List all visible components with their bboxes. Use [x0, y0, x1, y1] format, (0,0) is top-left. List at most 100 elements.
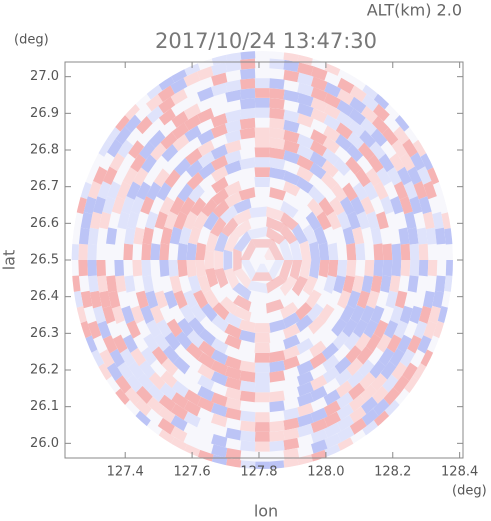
texture-cell: [336, 110, 354, 128]
texture-cell: [98, 290, 111, 309]
texture-cell: [183, 444, 201, 460]
texture-cell: [358, 142, 375, 161]
texture-cell: [382, 260, 393, 277]
texture-cell: [283, 417, 300, 431]
texture-cell: [254, 422, 270, 432]
texture-cell: [347, 211, 361, 230]
texture-cell: [224, 180, 242, 197]
y-tick-label: 26.0: [30, 436, 59, 451]
texture-cell: [310, 107, 328, 124]
texture-cell: [289, 239, 303, 260]
texture-cell: [376, 211, 389, 230]
texture-cell: [239, 117, 256, 130]
texture-cell: [416, 227, 428, 245]
texture-cell: [266, 216, 286, 233]
texture-cell: [367, 154, 384, 173]
texture-cell: [239, 97, 256, 110]
texture-cell: [382, 374, 399, 393]
texture-cell: [310, 139, 328, 157]
texture-cell: [145, 211, 159, 230]
texture-cell: [240, 68, 256, 80]
texture-cell: [283, 109, 300, 123]
texture-cell: [187, 275, 202, 294]
texture-cell: [132, 167, 149, 187]
texture-cell: [308, 316, 326, 335]
texture-cell: [283, 139, 300, 154]
texture-cell: [360, 117, 378, 136]
texture-cell: [96, 363, 112, 382]
texture-cell: [232, 208, 252, 226]
texture-cell: [183, 71, 201, 87]
texture-cell: [225, 447, 242, 461]
x-tick-label: 127.8: [240, 465, 277, 480]
texture-cell: [113, 388, 130, 407]
texture-cell: [80, 290, 93, 309]
x-axis-label: lon: [254, 502, 278, 521]
texture-cell: [158, 394, 176, 412]
texture-cell: [254, 382, 270, 393]
texture-cell: [418, 243, 429, 260]
texture-cell: [183, 210, 198, 230]
texture-cell: [279, 223, 298, 245]
texture-cell: [240, 260, 256, 281]
texture-cell: [116, 181, 131, 200]
texture-cell: [361, 93, 379, 112]
texture-cell: [224, 149, 242, 165]
texture-cell: [183, 411, 201, 428]
texture-cell: [297, 413, 314, 428]
texture-cell: [186, 242, 197, 260]
texture-cell: [150, 243, 161, 260]
texture-cell: [324, 81, 342, 98]
texture-cell: [240, 239, 256, 260]
texture-cell: [225, 427, 242, 441]
texture-cell: [148, 129, 166, 149]
texture-cell: [121, 305, 135, 324]
texture-cell: [346, 143, 364, 162]
texture-cell: [159, 260, 170, 277]
texture-cell: [178, 226, 192, 245]
texture-cell: [313, 225, 328, 245]
texture-cell: [417, 335, 432, 354]
texture-cell: [407, 275, 419, 293]
texture-cell: [266, 206, 285, 221]
texture-cell: [352, 182, 369, 201]
texture-cell: [394, 113, 412, 132]
texture-cell: [366, 211, 380, 230]
texture-cell: [291, 223, 309, 245]
texture-cell: [159, 243, 170, 260]
texture-cell: [322, 136, 340, 154]
y-tick-label: 27.0: [30, 69, 59, 84]
texture-cell: [361, 408, 379, 427]
texture-cell: [254, 333, 271, 343]
texture-cell: [197, 150, 215, 168]
texture-cell: [347, 290, 361, 309]
texture-cell: [402, 362, 418, 382]
texture-cell: [422, 211, 435, 230]
texture-cell: [130, 153, 146, 173]
texture-cell: [283, 170, 301, 186]
texture-cell: [283, 89, 300, 103]
texture-cell: [302, 224, 318, 245]
texture-cell: [370, 227, 383, 245]
texture-cell: [356, 211, 371, 230]
texture-cell: [111, 305, 125, 324]
texture-cell: [283, 355, 300, 371]
texture-cell: [280, 301, 299, 320]
texture-cell: [269, 390, 285, 403]
texture-cell: [352, 319, 369, 338]
texture-cell: [423, 180, 437, 200]
texture-cell: [173, 356, 191, 375]
texture-cell: [349, 406, 367, 424]
texture-cell: [163, 290, 178, 309]
texture-cell: [384, 399, 402, 418]
texture-cell: [177, 318, 194, 337]
texture-cell: [420, 151, 436, 171]
texture-cell: [219, 296, 238, 316]
texture-cell: [233, 198, 252, 214]
y-tick-label: 26.9: [30, 106, 59, 121]
texture-cell: [335, 133, 353, 152]
texture-cell: [311, 439, 328, 454]
texture-cell: [310, 76, 328, 92]
texture-cell: [383, 320, 399, 339]
